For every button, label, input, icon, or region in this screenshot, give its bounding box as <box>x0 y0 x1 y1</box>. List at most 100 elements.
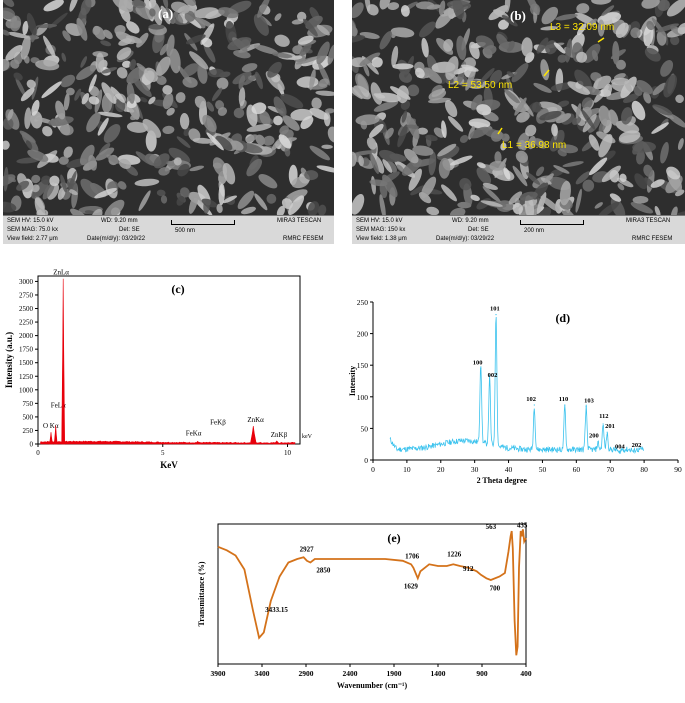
nanoflake <box>421 37 429 58</box>
nanoflake <box>97 117 109 136</box>
nanoflake <box>476 167 492 185</box>
nanoflake <box>182 77 198 88</box>
nanoflake <box>677 22 685 35</box>
nanoflake <box>299 43 312 56</box>
nanoflake <box>106 154 120 164</box>
nanoflake <box>162 125 175 135</box>
nanoflake <box>318 78 330 88</box>
nanoflake <box>41 175 52 185</box>
nanoflake <box>165 160 176 167</box>
nanoflake <box>15 77 26 97</box>
nanoflake <box>139 97 148 103</box>
nanoflake <box>3 140 10 150</box>
nanoflake <box>278 134 292 149</box>
nanoflake <box>243 73 258 86</box>
nanoflake <box>170 1 190 14</box>
nanoflake <box>7 31 29 39</box>
nanoflake <box>373 100 399 112</box>
nanoflake <box>88 154 97 171</box>
nanoflake <box>311 97 322 110</box>
sem-brand: MIRA3 TESCAN <box>626 218 671 224</box>
nanoflake <box>122 60 132 68</box>
nanoflake <box>126 100 137 109</box>
xrd-peak <box>564 404 566 406</box>
nanoflake <box>35 23 58 29</box>
nanoflake <box>156 56 171 76</box>
peak-label: 2850 <box>316 567 331 575</box>
nanoflake <box>465 67 477 91</box>
nanoflake <box>456 35 467 61</box>
nanoflake <box>533 82 552 93</box>
nanoflake <box>516 111 530 123</box>
nanoflake <box>153 153 170 169</box>
nanoflake <box>565 38 573 63</box>
nanoflake <box>587 115 601 133</box>
nanoflake <box>160 5 171 25</box>
nanoflake <box>315 90 334 97</box>
nanoflake <box>280 93 304 109</box>
nanoflake <box>138 190 151 212</box>
y-tick-label: 0 <box>30 441 34 449</box>
nanoflake <box>660 141 669 164</box>
nanoflake <box>636 79 653 95</box>
y-axis-label: Transmittance (%) <box>197 561 206 626</box>
nanoflake <box>255 134 266 146</box>
nanoflake <box>59 124 74 136</box>
nanoflake <box>396 164 405 173</box>
nanoflake <box>66 87 75 96</box>
sem-hv: SEM HV: 15.0 kV <box>356 218 403 224</box>
nanoflake <box>588 18 598 26</box>
nanoflake <box>259 110 271 126</box>
nanoflake <box>222 162 236 185</box>
nanoflake <box>541 6 559 25</box>
nanoflake <box>453 67 469 75</box>
nanoflake <box>321 144 333 150</box>
nanoflake <box>118 38 132 46</box>
nanoflake <box>666 166 681 180</box>
nanoflake <box>352 150 376 156</box>
x-tick-label: 90 <box>674 465 682 474</box>
nanoflake <box>3 201 17 213</box>
nanoflake <box>60 174 67 193</box>
nanoflake <box>241 206 256 215</box>
nanoflake <box>251 102 267 115</box>
nanoflake <box>469 41 480 60</box>
y-tick-label: 2750 <box>19 291 34 299</box>
nanoflake <box>136 32 149 48</box>
nanoflake <box>379 30 393 50</box>
nanoflake <box>129 59 137 71</box>
nanoflake <box>352 193 365 215</box>
nanoflake <box>494 151 502 164</box>
x-tick-label: 2400 <box>343 669 358 678</box>
edx-peak <box>273 440 281 445</box>
nanoflake <box>304 170 319 181</box>
nanoflake <box>403 148 419 164</box>
nanoflake <box>632 140 645 155</box>
nanoflake <box>443 39 454 52</box>
y-tick-label: 250 <box>23 427 34 435</box>
nanoflake <box>237 190 255 210</box>
nanoflake <box>489 160 506 171</box>
sem-texture <box>352 0 685 216</box>
nanoflake <box>660 60 674 77</box>
xrd-peak <box>633 450 635 452</box>
y-tick-label: 1250 <box>19 373 34 381</box>
nanoflake <box>498 19 509 30</box>
nanoflake <box>189 51 209 70</box>
nanoflake <box>426 206 440 216</box>
nanoflake <box>79 144 95 166</box>
peak-label: ZnKα <box>247 416 264 424</box>
nanoflake <box>359 52 381 66</box>
nanoflake <box>503 167 511 180</box>
sem-image-a: (a) SEM HV: 15.0 kV SEM MAG: 75.0 kx Vie… <box>3 0 334 244</box>
nanoflake <box>103 29 113 40</box>
nanoflake <box>378 149 400 163</box>
nanoflake <box>168 147 191 164</box>
nanoflake <box>134 178 160 187</box>
nanoflake <box>184 10 196 22</box>
nanoflake <box>461 64 479 72</box>
nanoflake <box>273 96 287 117</box>
nanoflake <box>176 136 191 148</box>
sem-info-bar-b: SEM HV: 15.0 kV SEM MAG: 150 kx View fie… <box>352 215 685 244</box>
peak-label: 3433.15 <box>265 606 288 614</box>
